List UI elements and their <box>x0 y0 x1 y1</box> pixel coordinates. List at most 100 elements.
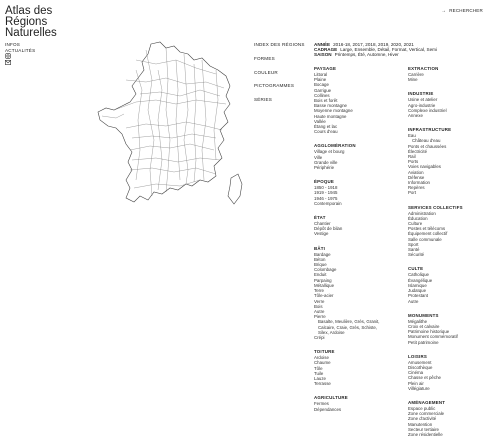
category-item[interactable]: Pierre <box>314 314 326 320</box>
category-item[interactable]: 1850 - 1918 <box>314 185 338 191</box>
menu-couleur[interactable]: COULEUR <box>254 70 278 75</box>
category-item[interactable]: Voies navigables <box>408 164 441 170</box>
category-item[interactable]: Défense <box>408 174 425 180</box>
category-item[interactable]: Complexe industriel <box>408 107 447 113</box>
menu-series[interactable]: SÉRIES <box>254 97 273 102</box>
mail-icon[interactable] <box>5 60 11 65</box>
category-item[interactable]: Tuile <box>314 370 324 376</box>
nav-infos[interactable]: INFOS <box>5 42 21 47</box>
category-item[interactable]: Collines <box>314 92 330 98</box>
category-item[interactable]: Agro-industrie <box>408 102 436 108</box>
category-item[interactable]: Patrimoine historique <box>408 329 450 335</box>
category-item[interactable]: Crépi <box>314 334 325 340</box>
category-item[interactable]: 1919 - 1945 <box>314 190 338 196</box>
category-item[interactable]: Bois <box>314 303 323 309</box>
category-item[interactable]: Dépôt de bilan <box>314 226 343 232</box>
category-item[interactable]: Sécurité <box>408 252 425 258</box>
category-item[interactable]: Villégiature <box>408 385 430 391</box>
category-subitem[interactable]: Calcaire, Craie, Grès, Schiste, <box>318 324 378 330</box>
category-heading[interactable]: AGRICULTURE <box>314 395 348 401</box>
category-item[interactable]: Sport <box>408 241 419 247</box>
category-item[interactable]: Santé <box>408 247 420 253</box>
nav-actualites[interactable]: ACTUALITÉS <box>5 47 36 53</box>
category-item[interactable]: Enduit <box>314 272 327 278</box>
category-item[interactable]: Tôle <box>314 365 323 371</box>
category-item[interactable]: Aviation <box>408 169 424 175</box>
category-item[interactable]: Protestant <box>408 293 429 299</box>
category-item[interactable]: Verre <box>314 298 325 304</box>
category-item[interactable]: Repères <box>408 185 425 191</box>
france-regions-map[interactable] <box>96 40 246 210</box>
category-item[interactable]: Ports <box>408 159 419 165</box>
category-heading[interactable]: CULTE <box>408 266 424 272</box>
category-item[interactable]: Moyenne montagne <box>314 108 353 114</box>
category-heading[interactable]: LOISIRS <box>408 353 427 359</box>
category-item[interactable]: Étang et lac <box>314 124 338 130</box>
category-item[interactable]: 1946 - 1975 <box>314 195 338 201</box>
category-item[interactable]: Postes et télécoms <box>408 226 446 232</box>
category-subitem[interactable]: Basalte, Meulière, Grès, Granit, <box>318 319 380 325</box>
category-item[interactable]: Village et bourg <box>314 149 345 155</box>
category-item[interactable]: Vallée <box>314 118 326 124</box>
category-item[interactable]: Bois et forêt <box>314 98 338 104</box>
instagram-icon[interactable] <box>5 53 11 59</box>
category-heading[interactable]: AMÉNAGEMENT <box>408 399 446 405</box>
category-item[interactable]: Ardoise <box>314 355 329 361</box>
category-item[interactable]: Mégalithe <box>408 318 428 324</box>
category-heading[interactable]: ÉTAT <box>314 215 326 221</box>
category-heading[interactable]: BÂTI <box>314 245 326 251</box>
category-item[interactable]: Périphérie <box>314 165 335 171</box>
menu-index-regions[interactable]: INDEX DES RÉGIONS <box>254 42 305 47</box>
category-item[interactable]: Culture <box>408 221 423 227</box>
category-item[interactable]: Métallique <box>314 282 335 288</box>
category-heading[interactable]: MONUMENTS <box>408 312 439 318</box>
category-subitem[interactable]: Château d'eau <box>412 138 441 144</box>
site-title[interactable]: Atlas des Régions Naturelles <box>5 5 75 39</box>
category-item[interactable]: Lauze <box>314 375 326 381</box>
category-item[interactable]: Plaine <box>314 77 327 83</box>
category-item[interactable]: Petit patrimoine <box>408 339 439 345</box>
category-heading[interactable]: SERVICES COLLECTIFS <box>408 204 463 210</box>
category-item[interactable]: Amusement <box>408 359 432 365</box>
category-item[interactable]: Port <box>408 190 417 196</box>
category-item[interactable]: Haute montagne <box>314 113 347 119</box>
category-item[interactable]: Évangélique <box>408 277 433 283</box>
category-item[interactable]: Béton <box>314 256 326 262</box>
menu-formes[interactable]: FORMES <box>254 56 275 61</box>
filter-annee[interactable]: ANNÉE 2016-18, 2017, 2018, 2019, 2020, 20… <box>314 42 437 47</box>
category-item[interactable]: Grande ville <box>314 159 338 165</box>
menu-pictogrammes[interactable]: PICTOGRAMMES <box>254 83 295 88</box>
category-item[interactable]: Cinéma <box>408 370 424 376</box>
category-item[interactable]: Bocage <box>314 82 329 88</box>
category-item[interactable]: Colombage <box>314 267 337 273</box>
category-item[interactable]: Ponts et chaussées <box>408 143 447 149</box>
category-item[interactable]: Catholique <box>408 272 429 278</box>
category-item[interactable]: Ville <box>314 154 323 160</box>
filter-saison[interactable]: SAISON Printemps, Été, Automne, Hiver <box>314 52 437 57</box>
category-item[interactable]: Équipement collectif <box>408 231 448 237</box>
category-item[interactable]: Chaume <box>314 360 331 366</box>
category-item[interactable]: Littoral <box>314 72 328 77</box>
category-heading[interactable]: TOITURE <box>314 349 335 355</box>
category-item[interactable]: Basse montagne <box>314 103 347 109</box>
category-item[interactable]: Croix et calvaire <box>408 323 440 329</box>
category-item[interactable]: Chantier <box>314 221 331 227</box>
category-item[interactable]: Vestige <box>314 231 329 237</box>
category-item[interactable]: Parpaing <box>314 277 332 283</box>
category-item[interactable]: Éducation <box>408 215 428 221</box>
category-item[interactable]: Annexe <box>408 113 423 119</box>
category-item[interactable]: Terrasse <box>314 381 331 387</box>
category-item[interactable]: Contemporain <box>314 200 342 206</box>
category-item[interactable]: Garrigue <box>314 87 332 93</box>
category-item[interactable]: Tôle-acier <box>314 293 334 299</box>
category-subitem[interactable]: Silex, Ardoise <box>318 329 345 335</box>
category-item[interactable]: Brique <box>314 262 327 268</box>
category-heading[interactable]: ÉPOQUE <box>314 179 334 185</box>
category-item[interactable]: Islamique <box>408 282 427 288</box>
category-item[interactable]: Plein air <box>408 380 424 386</box>
category-heading[interactable]: INDUSTRIE <box>408 91 434 97</box>
category-item[interactable]: Terre <box>314 288 325 294</box>
category-item[interactable]: Bardage <box>314 251 331 257</box>
category-item[interactable]: Rail <box>408 154 416 160</box>
category-heading[interactable]: EXTRACTION <box>408 66 439 71</box>
